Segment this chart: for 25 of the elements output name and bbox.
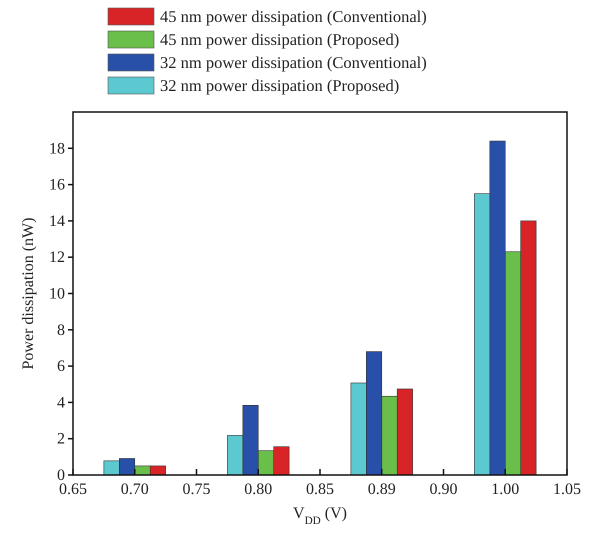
x-axis-title: V$_{DD}$ (V): [293, 505, 347, 527]
y-tick-label: 12: [49, 249, 65, 266]
x-tick-label: 0.70: [120, 481, 149, 498]
legend-label: 32 nm power dissipation (Proposed): [160, 76, 400, 95]
y-tick-label: 4: [57, 394, 65, 412]
legend-label: 32 nm power dissipation (Conventional): [160, 53, 427, 72]
y-axis-title: Power dissipation (nW): [20, 218, 37, 370]
y-tick-label: 18: [49, 140, 65, 158]
y-tick-label: 8: [57, 322, 65, 339]
x-tick-label: 0.89: [368, 481, 396, 498]
y-tick-label: 2: [57, 430, 65, 448]
x-tick-label: 0.85: [306, 481, 334, 498]
x-tick-label: 0.75: [182, 481, 210, 498]
legend-label: 45 nm power dissipation (Conventional): [160, 7, 427, 26]
legend-label: 45 nm power dissipation (Proposed): [160, 30, 400, 49]
x-tick-label: 0.90: [430, 481, 458, 498]
y-tick-label: 16: [49, 176, 65, 194]
y-tick-label: 6: [57, 358, 65, 376]
y-tick-label: 0: [57, 467, 65, 484]
x-tick-label: 1.00: [491, 481, 520, 498]
x-tick-label: 1.05: [553, 481, 581, 498]
x-tick-label: 0.65: [59, 481, 87, 498]
x-tick-label: 0.80: [244, 481, 272, 498]
y-tick-label: 14: [49, 212, 65, 230]
y-tick-label: 10: [49, 286, 65, 302]
